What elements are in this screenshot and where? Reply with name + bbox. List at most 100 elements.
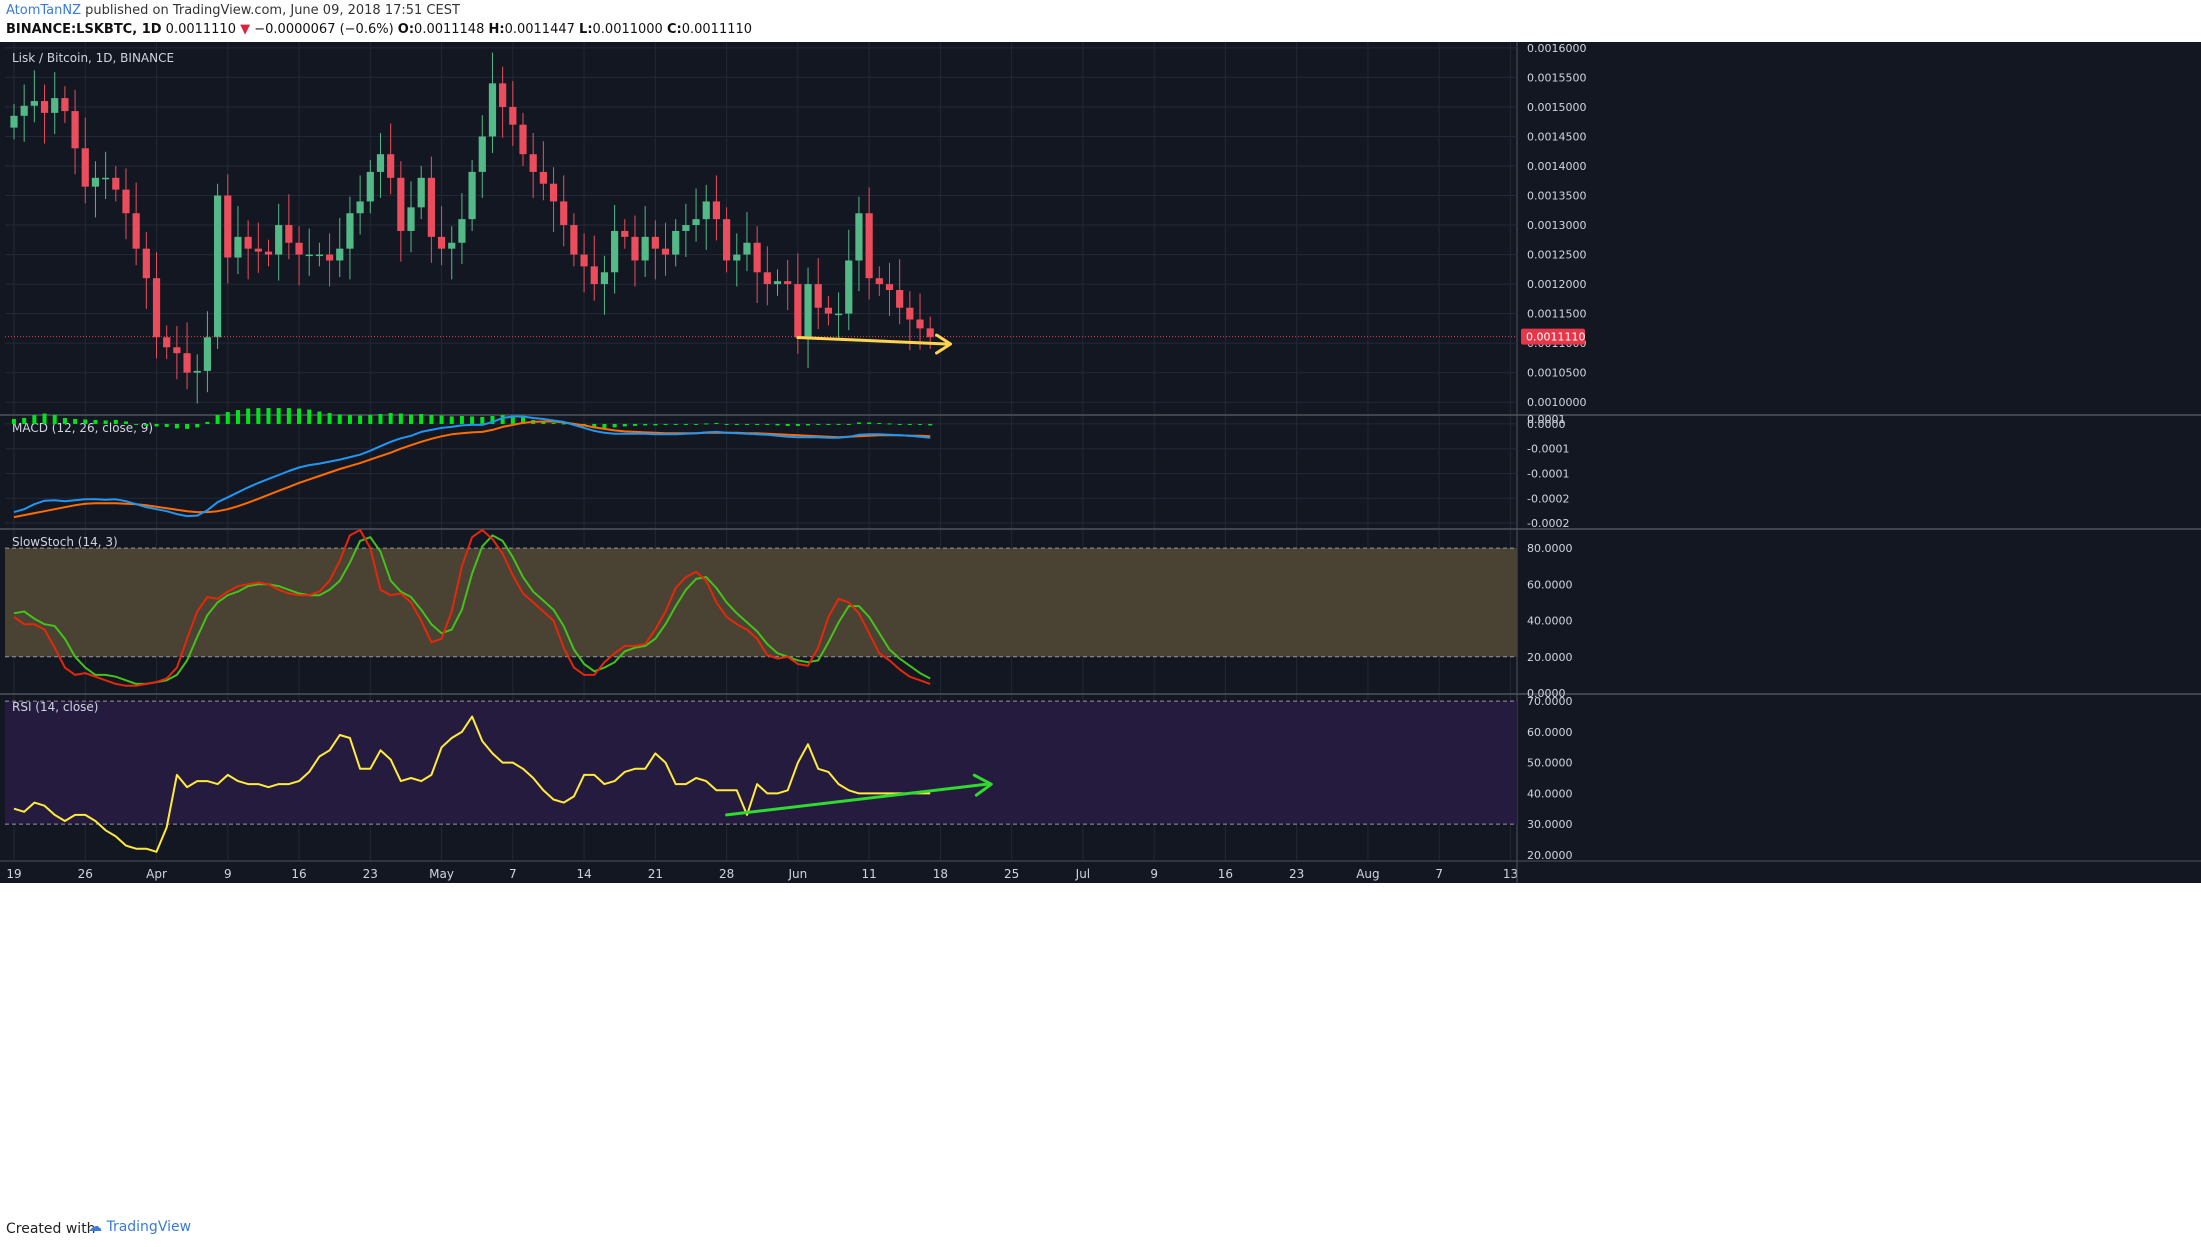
open-value: 0.0011148 [414,22,485,37]
candle-down [875,278,883,285]
candle-up [458,219,466,243]
price-axis-label: 0.0013000 [1527,219,1587,232]
macd-histogram-bar [42,413,47,424]
macd-histogram-bar [500,415,505,424]
x-tick-label: 7 [509,867,517,881]
price-axis-label: 0.0012000 [1527,278,1587,291]
candle-up [10,115,18,128]
rsi-title: RSI (14, close) [12,700,98,714]
chart-canvas[interactable]: 19 26 Apr 9 16 23 May 7 14 21 28 Jun 11 18 25 Jul 9 16 23 A… [0,42,2201,1210]
x-tick-label: Jul [1075,867,1090,881]
ohlc-line: BINANCE:LSKBTC, 1D 0.0011110 ▼ −0.000006… [6,22,752,37]
candle-up [356,201,364,214]
x-tick-label: May [429,867,454,881]
tradingview-logo[interactable]: ☁ TradingView [88,1219,191,1235]
created-with-text: Created with [6,1221,96,1237]
candle-up [346,213,354,249]
candle-up [692,219,700,226]
macd-histogram-bar [52,415,57,424]
macd-histogram-bar [856,422,861,424]
candle-up [702,201,710,220]
candle-down [529,154,537,172]
candle-up [203,337,212,371]
support-arrow-line [796,336,949,346]
macd-histogram-bar [62,417,67,424]
macd-histogram-bar [897,423,902,425]
candle-down [560,201,568,226]
macd-histogram-bar [673,423,678,425]
macd-histogram-bar [205,421,210,424]
candle-down [621,230,629,237]
candle-down [285,225,293,243]
candle-up [417,177,425,208]
x-tick-label: 18 [933,867,948,881]
candle-up [448,242,456,249]
candle-down [499,83,507,107]
macd-histogram-bar [765,423,770,425]
macd-histogram-bar [632,423,637,426]
macd-histogram-bar [653,423,658,426]
macd-histogram-bar [297,408,302,424]
candle-up [51,98,59,113]
candle-up [193,370,201,373]
candle-down [224,195,232,258]
candle-down [152,278,161,338]
macd-histogram-bar [867,422,872,424]
macd-histogram-bar [449,416,454,424]
x-tick-label: 25 [1004,867,1019,881]
candle-down [122,189,130,214]
open-label: O: [397,22,415,37]
candle-up [305,254,313,257]
candle-up [804,284,812,338]
candle-up [407,207,415,231]
macd-histogram-bar [795,423,800,426]
macd-histogram-bar [378,414,383,424]
macd-histogram-bar [235,410,240,424]
macd-histogram-bar [510,415,515,424]
x-tick-label: 9 [224,867,232,881]
candle-down [763,272,771,285]
candle-up [773,281,782,285]
macd-histogram-bar [113,419,118,424]
macd-histogram-bar [521,417,525,424]
macd-line [13,415,931,518]
candle-down [916,319,924,329]
candle-up [468,171,476,220]
candle-up [845,260,853,314]
macd-histogram-bar [459,416,464,424]
price-axis-label: 0.0014500 [1527,130,1587,143]
rsi-axis-label: 30.0000 [1527,818,1573,831]
candle-down [896,290,904,308]
price-axis-label: 0.0015500 [1527,71,1587,84]
chart-header: AtomTanNZ published on TradingView.com, … [0,0,2201,42]
candle-down [906,307,914,320]
macd-histogram-bar [734,423,739,425]
candle-up [336,248,344,261]
candle-up [611,230,619,273]
macd-histogram-bar [785,423,790,426]
candle-up [275,225,283,255]
macd-histogram-bar [185,423,190,429]
macd-histogram-bar [174,423,179,429]
author-link[interactable]: AtomTanNZ [6,3,82,18]
macd-histogram-bar [266,408,271,424]
macd-axis-label: 0.0000 [1527,418,1566,431]
price-axis-label: 0.0015000 [1527,101,1587,114]
macd-histogram-bar [541,421,546,424]
candle-up [834,313,843,316]
candle-down [142,248,150,279]
candle-up [234,236,242,258]
macd-histogram-bar [836,423,841,425]
macd-histogram-bar [490,416,495,424]
candle-down [132,213,140,249]
rsi-axis-label: 50.0000 [1527,757,1573,770]
candle-down [570,225,578,255]
cloud-icon: ☁ [88,1219,102,1235]
candle-down [926,328,934,338]
macd-histogram-bar [123,421,128,424]
candle-up [214,195,222,338]
high-value: 0.0011447 [504,22,575,37]
x-tick-label: 13 [1503,867,1518,881]
down-arrow-icon: ▼ [240,22,251,37]
macd-histogram-bar [928,423,933,426]
